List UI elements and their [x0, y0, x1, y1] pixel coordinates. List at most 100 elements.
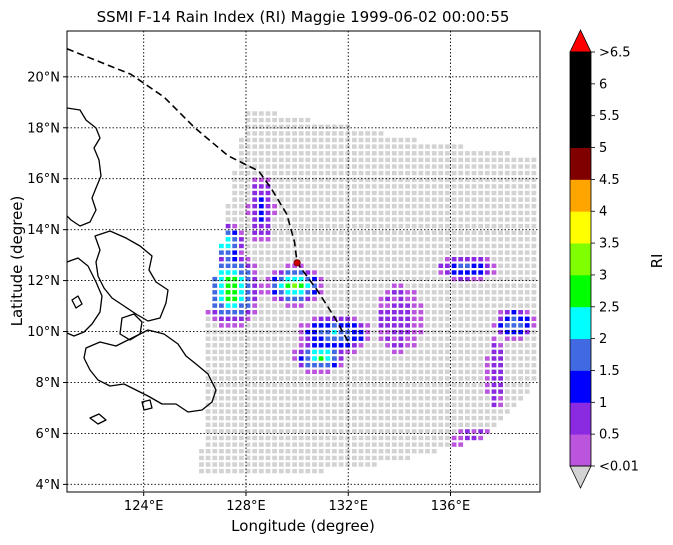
rain-index-pixel	[252, 462, 258, 467]
rain-index-pixel	[405, 223, 410, 229]
rain-index-pixel	[305, 363, 311, 368]
rain-index-pixel	[431, 323, 437, 328]
rain-index-pixel	[232, 329, 238, 335]
rain-index-pixel	[352, 290, 357, 295]
rain-index-pixel	[445, 151, 450, 156]
rain-index-pixel	[318, 422, 324, 427]
rain-index-pixel	[491, 382, 497, 388]
rain-index-pixel	[258, 462, 264, 467]
rain-index-pixel	[391, 409, 397, 414]
rain-index-pixel	[451, 263, 457, 268]
rain-index-pixel	[504, 243, 510, 249]
rain-index-pixel	[458, 389, 464, 394]
rain-index-pixel	[484, 402, 490, 408]
rain-index-pixel	[431, 250, 437, 255]
rain-index-pixel	[232, 223, 238, 229]
rain-index-pixel	[272, 415, 277, 421]
rain-index-pixel	[418, 316, 424, 321]
rain-index-pixel	[338, 310, 344, 315]
rain-index-pixel	[425, 151, 430, 156]
rain-index-pixel	[385, 184, 390, 189]
rain-index-pixel	[405, 296, 410, 302]
rain-index-pixel	[265, 442, 271, 447]
rain-index-pixel	[232, 303, 238, 308]
rain-index-pixel	[278, 442, 284, 447]
rain-index-pixel	[225, 363, 231, 368]
rain-index-pixel	[511, 290, 517, 295]
rain-index-pixel	[232, 415, 238, 421]
rain-index-pixel	[272, 111, 277, 116]
rain-index-pixel	[471, 349, 477, 355]
rain-index-pixel	[491, 257, 497, 262]
rain-index-pixel	[338, 243, 344, 249]
rain-index-pixel	[425, 442, 430, 447]
rain-index-pixel	[232, 230, 238, 235]
rain-index-pixel	[518, 250, 523, 255]
rain-index-pixel	[358, 296, 364, 302]
rain-index-pixel	[252, 190, 258, 196]
rain-index-pixel	[258, 296, 264, 302]
y-tick-label: 18°N	[27, 121, 60, 136]
rain-index-pixel	[391, 310, 397, 315]
rain-index-pixel	[498, 323, 503, 328]
rain-index-pixel	[504, 283, 510, 288]
rain-index-pixel	[358, 382, 364, 388]
rain-index-pixel	[365, 151, 371, 156]
rain-index-pixel	[465, 157, 470, 163]
rain-index-pixel	[205, 336, 211, 341]
rain-index-pixel	[511, 204, 517, 209]
rain-index-pixel	[511, 356, 517, 361]
rain-index-pixel	[511, 283, 517, 288]
rain-index-pixel	[531, 323, 537, 328]
rain-index-pixel	[445, 422, 450, 427]
rain-index-pixel	[385, 343, 390, 348]
rain-index-pixel	[345, 382, 351, 388]
rain-index-pixel	[365, 223, 371, 229]
rain-index-pixel	[312, 283, 317, 288]
rain-index-pixel	[325, 124, 331, 129]
rain-index-pixel	[252, 349, 258, 355]
rain-index-pixel	[278, 343, 284, 348]
rain-index-pixel	[385, 363, 390, 368]
rain-index-pixel	[391, 429, 397, 434]
rain-index-pixel	[352, 455, 357, 461]
rain-index-pixel	[465, 329, 470, 335]
rain-index-pixel	[451, 296, 457, 302]
rain-index-pixel	[358, 177, 364, 182]
rain-index-pixel	[265, 237, 271, 242]
rain-index-pixel	[312, 356, 317, 361]
rain-index-pixel	[245, 468, 251, 474]
rain-index-pixel	[391, 396, 397, 401]
rain-index-pixel	[285, 170, 291, 176]
rain-index-pixel	[438, 349, 444, 355]
rain-index-pixel	[491, 164, 497, 169]
rain-index-pixel	[365, 250, 371, 255]
rain-index-pixel	[365, 435, 371, 441]
rain-index-pixel	[371, 422, 377, 427]
rain-index-pixel	[371, 356, 377, 361]
rain-index-pixel	[365, 462, 371, 467]
rain-index-pixel	[478, 343, 484, 348]
y-tick-label: 4°N	[36, 478, 61, 493]
rain-index-pixel	[245, 204, 251, 209]
rain-index-pixel	[252, 197, 258, 202]
rain-index-pixel	[205, 349, 211, 355]
rain-index-pixel	[418, 157, 424, 163]
rain-index-pixel	[245, 217, 251, 222]
y-tick-label: 8°N	[36, 376, 61, 391]
rain-index-pixel	[405, 151, 410, 156]
rain-index-pixel	[511, 336, 517, 341]
rain-index-pixel	[445, 243, 450, 249]
rain-index-pixel	[511, 230, 517, 235]
rain-index-pixel	[411, 243, 417, 249]
rain-index-pixel	[498, 329, 503, 335]
rain-index-pixel	[484, 270, 490, 275]
rain-index-pixel	[438, 250, 444, 255]
rain-index-pixel	[312, 184, 317, 189]
rain-index-pixel	[445, 230, 450, 235]
rain-index-pixel	[431, 435, 437, 441]
rain-index-pixel	[385, 356, 390, 361]
rain-index-pixel	[431, 363, 437, 368]
rain-index-pixel	[518, 382, 523, 388]
rain-index-pixel	[312, 276, 317, 282]
